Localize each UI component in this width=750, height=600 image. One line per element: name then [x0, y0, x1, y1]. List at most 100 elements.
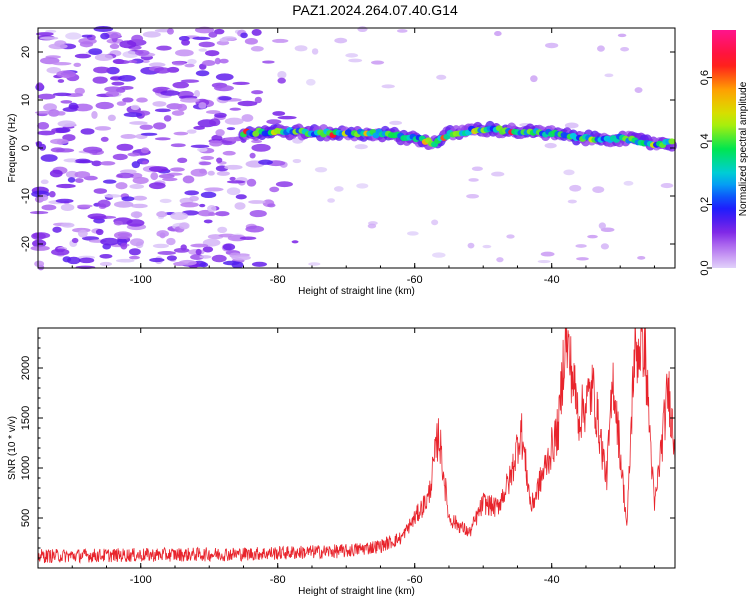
noise-cell [153, 122, 167, 130]
noise-cell [224, 117, 244, 125]
noise-cell [74, 53, 92, 59]
noise-cell [93, 66, 111, 74]
noise-cell [128, 248, 141, 256]
noise-cell [132, 195, 148, 201]
noise-cell [491, 171, 505, 177]
noise-cell [207, 170, 215, 176]
noise-cell [166, 237, 176, 246]
noise-cell [192, 36, 211, 40]
noise-cell [39, 36, 59, 40]
noise-cell [214, 85, 234, 92]
noise-cell [41, 204, 57, 211]
noise-cell [116, 143, 134, 151]
noise-cell [246, 178, 257, 187]
noise-cell [37, 93, 56, 100]
noise-cell [248, 200, 266, 204]
noise-cell [249, 209, 267, 218]
x-tick-label: -40 [544, 274, 560, 286]
noise-cell [48, 191, 56, 198]
noise-cell [152, 101, 167, 107]
noise-cell [576, 257, 589, 261]
noise-cell [506, 234, 515, 239]
noise-cell [226, 180, 246, 184]
spectrogram-cells [30, 26, 677, 271]
noise-cell [540, 251, 555, 257]
noise-cell [275, 181, 293, 188]
noise-cell [327, 198, 335, 203]
noise-cell [56, 111, 66, 116]
noise-cell [214, 28, 225, 35]
noise-cell [592, 186, 605, 193]
noise-cell [226, 187, 241, 196]
noise-cell [166, 28, 174, 35]
noise-cell [202, 246, 214, 253]
noise-cell [37, 122, 50, 130]
colorbar-tick-label: 0.0 [699, 260, 711, 275]
snr-series-line [37, 327, 676, 564]
noise-cell [129, 184, 145, 189]
noise-cell [175, 49, 194, 57]
noise-cell [129, 238, 145, 247]
noise-cell [258, 159, 273, 165]
noise-cell [269, 186, 280, 193]
colorbar-tick-label: 0.6 [699, 70, 711, 85]
noise-cell [55, 148, 75, 153]
noise-cell [46, 67, 62, 74]
noise-cell [88, 48, 103, 55]
noise-cell [544, 142, 557, 149]
noise-cell [127, 152, 141, 157]
noise-cell [123, 112, 143, 118]
noise-cell [30, 211, 49, 215]
track-cell [668, 138, 676, 145]
noise-cell [121, 196, 135, 202]
noise-cell [81, 34, 93, 38]
noise-cell [537, 259, 551, 264]
noise-cell [227, 234, 247, 242]
noise-cell [308, 262, 321, 266]
noise-cell [122, 50, 139, 58]
noise-cell [119, 169, 137, 174]
noise-cell [178, 259, 197, 266]
noise-cell [60, 100, 73, 104]
noise-cell [104, 194, 121, 198]
noise-cell [91, 160, 102, 167]
noise-cell [67, 177, 76, 183]
noise-cell [370, 60, 385, 65]
noise-cell [217, 226, 228, 234]
noise-cell [74, 171, 91, 179]
noise-cell [71, 237, 79, 244]
noise-cell [237, 100, 258, 107]
noise-cell [348, 58, 363, 63]
noise-cell [244, 38, 258, 45]
noise-cell [471, 166, 483, 171]
noise-cell [226, 127, 236, 131]
noise-cell [496, 257, 504, 263]
noise-cell [156, 230, 169, 238]
noise-cell [215, 73, 234, 81]
noise-cell [156, 45, 172, 51]
noise-cell [181, 39, 190, 46]
noise-cell [93, 218, 105, 224]
noise-cell [224, 136, 244, 142]
y-tick-label: 0 [20, 145, 32, 151]
noise-cell [251, 261, 268, 267]
noise-cell [77, 204, 93, 208]
noise-cell [92, 76, 108, 84]
noise-cell [87, 213, 107, 220]
noise-cell [214, 57, 221, 65]
noise-cell [215, 129, 225, 137]
noise-cell [249, 152, 256, 159]
x-tick-label: -80 [270, 274, 286, 286]
noise-cell [154, 108, 171, 113]
noise-cell [73, 62, 82, 67]
noise-cell [306, 78, 316, 86]
noise-cell [199, 203, 206, 208]
noise-cell [617, 33, 627, 38]
noise-cell [61, 222, 75, 228]
noise-cell [55, 127, 71, 133]
noise-cell [55, 198, 74, 204]
noise-cell [66, 256, 81, 265]
noise-cell [51, 248, 70, 256]
